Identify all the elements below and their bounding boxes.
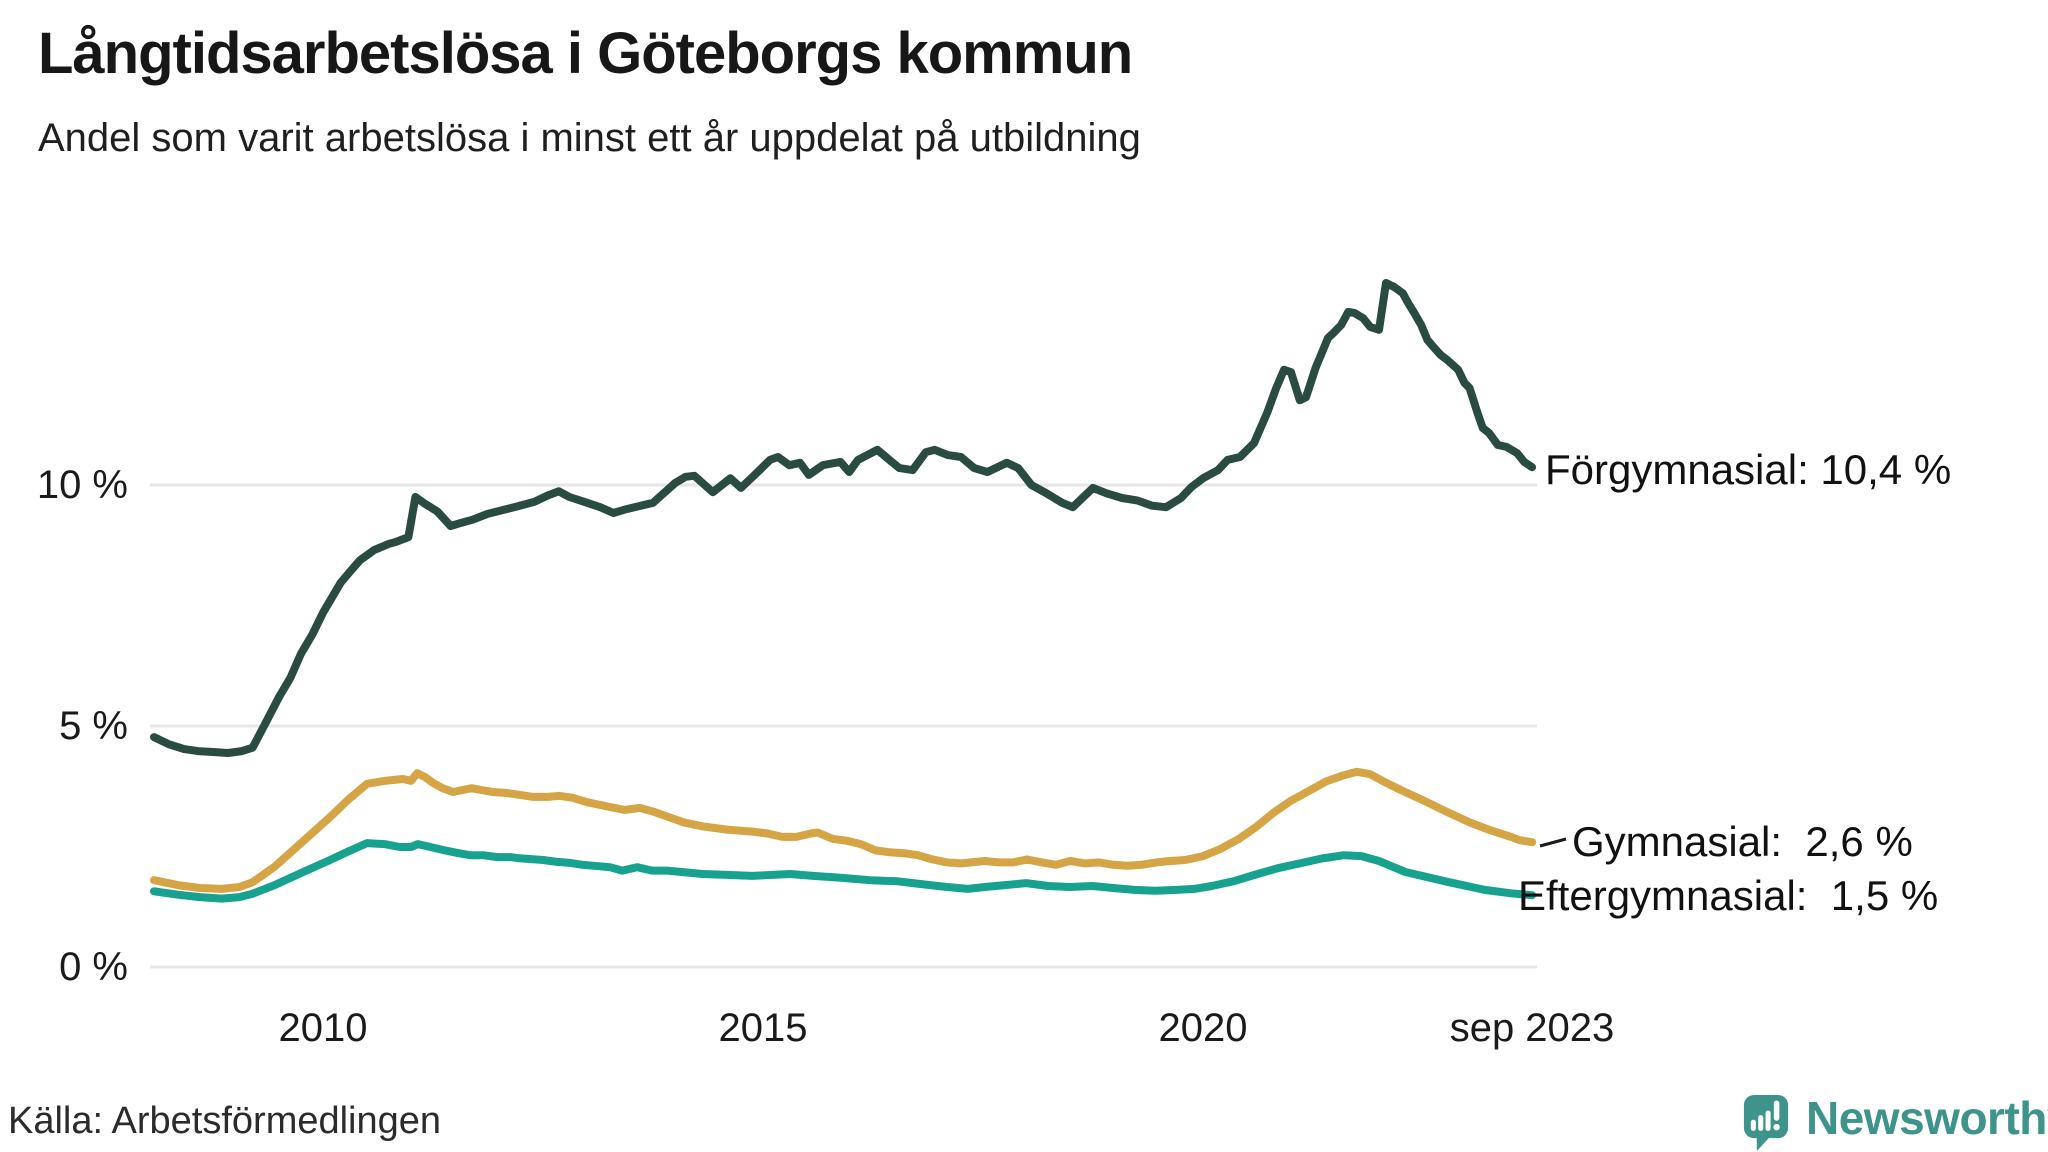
speech-bubble-bar-chart-icon bbox=[1743, 1094, 1789, 1152]
x-tick-2010: 2010 bbox=[278, 1006, 368, 1050]
x-tick-2020: 2020 bbox=[1158, 1006, 1248, 1050]
label-connector-gymnasial bbox=[1539, 837, 1567, 848]
series-line-eftergymnasial bbox=[150, 839, 1537, 903]
series-label-eftergymnasial: Eftergymnasial: 1,5 % bbox=[1518, 872, 1939, 919]
y-tick-5: 5 % bbox=[59, 704, 128, 748]
page-title: Långtidsarbetslösa i Göteborgs kommun bbox=[38, 21, 1133, 86]
newsworthy-logo: Newsworthy bbox=[1743, 1092, 2048, 1152]
y-tick-0: 0 % bbox=[59, 945, 128, 989]
y-tick-10: 10 % bbox=[36, 463, 128, 507]
brand-wordmark: Newsworthy bbox=[1806, 1092, 2048, 1144]
x-tick-sep-2023: sep 2023 bbox=[1449, 1006, 1615, 1050]
series-label-forgymnasial: Förgymnasial: 10,4 % bbox=[1545, 446, 1952, 493]
x-tick-2015: 2015 bbox=[718, 1006, 808, 1050]
chart-subtitle: Andel som varit arbetslösa i minst ett å… bbox=[38, 116, 1141, 160]
series-line-gymnasial bbox=[150, 767, 1537, 893]
series-line-förgymnasial bbox=[150, 279, 1537, 757]
source-note: Källa: Arbetsförmedlingen bbox=[8, 1100, 442, 1142]
series-label-gymnasial: Gymnasial: 2,6 % bbox=[1572, 818, 1913, 865]
